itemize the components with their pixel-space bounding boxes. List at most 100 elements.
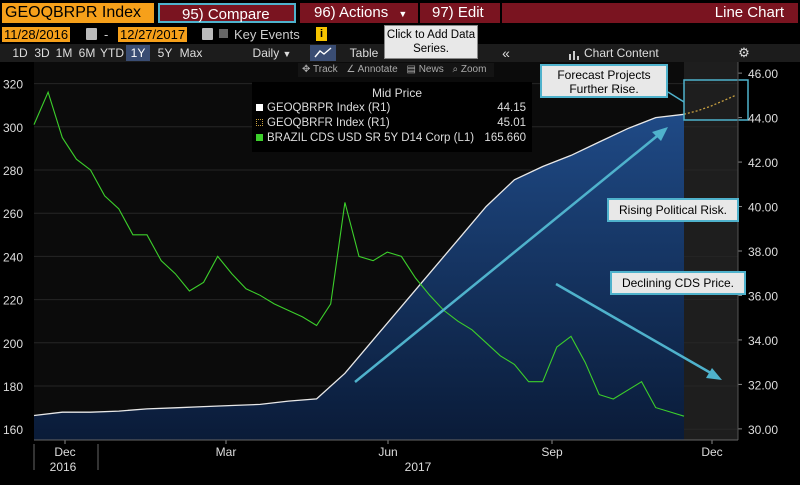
- risk-annotation: Rising Political Risk.: [607, 198, 739, 222]
- legend-title: Mid Price: [372, 86, 423, 100]
- x-tick-label: Dec: [54, 445, 75, 459]
- x-year-label: 2017: [405, 460, 432, 474]
- cds-line: [33, 90, 685, 417]
- view-title: Line Chart: [502, 3, 798, 23]
- period-button-1m[interactable]: 1M: [55, 46, 73, 60]
- line-chart-icon[interactable]: [310, 45, 336, 61]
- calendar-icon[interactable]: [86, 28, 97, 40]
- date-bar: 11/28/2016 - 12/27/2017 Key Events i: [0, 26, 800, 44]
- frequency-label: Daily: [252, 46, 280, 60]
- compare-tooltip: Click to Add Data Series.: [384, 25, 478, 59]
- rise-arrow: [354, 131, 663, 383]
- annotate-tool[interactable]: Annotate: [357, 64, 398, 75]
- left-tick-label: 160: [3, 423, 23, 437]
- legend-value: 165.660: [484, 132, 526, 144]
- edit-menu[interactable]: 97) Edit ▼: [420, 3, 500, 39]
- cds-annotation: Declining CDS Price.: [610, 271, 746, 295]
- legend-entry: GEOQBRFR Index (R1) 45.01: [256, 117, 532, 129]
- x-tick-label: Sep: [541, 445, 563, 459]
- legend: Mid Price GEOQBRPR Index (R1) 44.15 GEOQ…: [252, 82, 532, 152]
- period-button-ytd[interactable]: YTD: [100, 46, 124, 60]
- legend-swatch: [256, 134, 263, 142]
- legend-swatch: [256, 119, 263, 127]
- legend-swatch: [256, 104, 263, 112]
- legend-label: GEOQBRPR Index (R1): [267, 102, 391, 114]
- ticker-field[interactable]: GEOQBRPR Index: [2, 3, 154, 23]
- actions-label: 96) Actions: [314, 4, 389, 21]
- period-button-5y[interactable]: 5Y: [157, 46, 173, 60]
- geoqbrfr-line: [683, 94, 737, 115]
- legend-value: 44.15: [497, 102, 526, 114]
- x-year-label: 2016: [50, 460, 77, 474]
- geoqbrpr-area: [34, 114, 684, 441]
- period-button-6m[interactable]: 6M: [78, 46, 96, 60]
- decline-arrow: [555, 282, 717, 378]
- period-button-1y[interactable]: 1Y: [126, 45, 150, 61]
- period-button-3d[interactable]: 3D: [34, 46, 50, 60]
- title-bar: GEOQBRPR Index 95) Compare 96) Actions ▼…: [0, 0, 800, 39]
- forecast-connector: [667, 91, 685, 103]
- edit-label: 97) Edit: [432, 4, 484, 21]
- right-tick-label: 34.00: [748, 334, 778, 348]
- left-tick-label: 220: [3, 294, 23, 308]
- end-date-field[interactable]: 12/27/2017: [118, 27, 188, 42]
- caret-down-icon: ▼: [282, 49, 292, 59]
- calendar-icon[interactable]: [202, 28, 213, 40]
- geoqbrpr-line: [33, 113, 685, 417]
- left-tick-label: 260: [3, 207, 23, 221]
- left-tick-label: 240: [3, 250, 23, 264]
- gear-icon[interactable]: ⚙: [738, 45, 750, 60]
- period-button-1d[interactable]: 1D: [12, 46, 28, 60]
- zoom-icon: ⌕: [452, 64, 459, 75]
- collapse-icon[interactable]: «: [502, 45, 510, 61]
- news-tool[interactable]: News: [418, 64, 444, 75]
- track-tool[interactable]: Track: [313, 64, 338, 75]
- forecast-box: [683, 79, 749, 121]
- period-button-max[interactable]: Max: [179, 46, 203, 60]
- rise-arrow-head: [652, 127, 668, 141]
- left-tick-label: 300: [3, 121, 23, 135]
- legend-label: GEOQBRFR Index (R1): [267, 117, 390, 129]
- x-tick-label: Mar: [216, 445, 237, 459]
- table-button[interactable]: Table: [349, 46, 379, 60]
- right-tick-label: 32.00: [748, 378, 778, 392]
- key-events-checkbox[interactable]: [219, 29, 228, 38]
- zoom-tool[interactable]: Zoom: [460, 64, 487, 75]
- forecast-region: [684, 62, 738, 440]
- left-tick-label: 280: [3, 164, 23, 178]
- left-tick-label: 320: [3, 78, 23, 92]
- annotate-icon: ∠: [346, 64, 356, 75]
- chart-content-icon: [568, 47, 579, 60]
- compare-label: 95) Compare: [182, 6, 270, 23]
- view-label: Line Chart: [714, 4, 784, 21]
- info-icon[interactable]: i: [316, 27, 327, 41]
- chart-content-button[interactable]: Chart Content: [584, 46, 659, 60]
- key-events-label: Key Events: [234, 27, 300, 42]
- right-tick-label: 44.00: [748, 112, 778, 126]
- left-tick-label: 200: [3, 337, 23, 351]
- left-axis: 160 180 200 220 240 260 280 300 320: [3, 78, 23, 438]
- x-tick-label: Dec: [701, 445, 722, 459]
- right-axis: 30.00 32.00 34.00 36.00 38.00 40.00 42.00 44.00…: [737, 62, 778, 440]
- right-tick-label: 38.00: [748, 245, 778, 259]
- news-icon: ▤: [406, 64, 416, 75]
- right-tick-label: 42.00: [748, 156, 778, 170]
- right-tick-label: 30.00: [748, 423, 778, 437]
- chart-tools: ✥ Track ∠ Annotate ▤ News ⌕ Zoom: [298, 63, 494, 77]
- annotation-arrows: [354, 79, 749, 383]
- start-date-field[interactable]: 11/28/2016: [2, 27, 71, 42]
- right-tick-label: 36.00: [748, 289, 778, 303]
- legend-entry: GEOQBRPR Index (R1) 44.15: [256, 102, 532, 114]
- legend-entry: BRAZIL CDS USD SR 5Y D14 Corp (L1) 165.6…: [256, 132, 532, 144]
- decline-arrow-head: [706, 368, 722, 380]
- frequency-select[interactable]: Daily ▼: [248, 45, 296, 61]
- right-tick-label: 46.00: [748, 67, 778, 81]
- compare-button[interactable]: 95) Compare: [158, 3, 296, 23]
- actions-menu[interactable]: 96) Actions ▼: [300, 3, 418, 23]
- caret-down-icon: ▼: [398, 9, 408, 19]
- legend-label: BRAZIL CDS USD SR 5Y D14 Corp (L1): [267, 132, 475, 144]
- track-icon: ✥: [302, 64, 311, 75]
- date-separator: -: [104, 27, 109, 42]
- right-tick-label: 40.00: [748, 201, 778, 215]
